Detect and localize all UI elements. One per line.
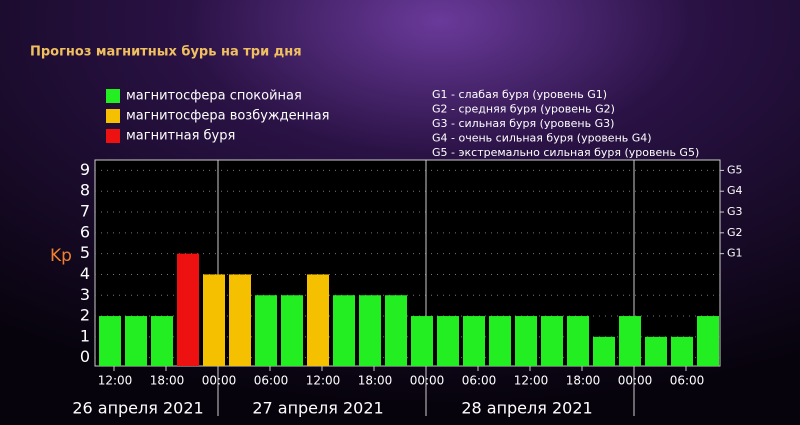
bar <box>515 316 537 366</box>
y-tick-label: 0 <box>80 347 90 366</box>
x-tick-label: 06:00 <box>254 374 289 388</box>
bar <box>593 336 615 366</box>
y2-tick-label: G1 <box>727 247 743 260</box>
bar <box>177 253 199 366</box>
storm-level-label: G1 - слабая буря (уровень G1) <box>432 88 607 101</box>
bar <box>567 316 589 366</box>
bar <box>385 295 407 366</box>
bar <box>671 336 693 366</box>
y2-tick-label: G5 <box>727 163 743 176</box>
bar <box>255 295 277 366</box>
x-tick-label: 06:00 <box>670 374 705 388</box>
bar <box>281 295 303 366</box>
y-tick-label: 5 <box>80 243 90 262</box>
bar <box>437 316 459 366</box>
chart-title: Прогноз магнитных бурь на три дня <box>30 45 302 60</box>
legend-label: магнитосфера спокойная <box>126 89 302 104</box>
bar <box>229 274 251 366</box>
day-label: 28 апреля 2021 <box>461 399 592 418</box>
legend-label: магнитная буря <box>126 129 235 144</box>
bar <box>99 316 121 366</box>
bar <box>411 316 433 366</box>
legend-swatch <box>106 129 120 143</box>
bar <box>463 316 485 366</box>
storm-level-label: G5 - экстремально сильная буря (уровень … <box>432 146 699 159</box>
y2-tick-label: G4 <box>727 184 743 197</box>
y-axis-label: Kp <box>50 246 72 266</box>
x-tick-label: 12:00 <box>514 374 549 388</box>
y-tick-label: 2 <box>80 306 90 325</box>
bar <box>619 316 641 366</box>
x-tick-label: 12:00 <box>306 374 341 388</box>
x-tick-label: 00:00 <box>618 374 653 388</box>
storm-level-label: G3 - сильная буря (уровень G3) <box>432 117 614 130</box>
storm-level-label: G2 - средняя буря (уровень G2) <box>432 103 615 116</box>
y-tick-label: 7 <box>80 202 90 221</box>
plot-area <box>94 159 721 367</box>
y-tick-label: 3 <box>80 285 90 304</box>
day-label: 26 апреля 2021 <box>72 399 203 418</box>
x-tick-label: 18:00 <box>150 374 185 388</box>
bar <box>645 336 667 366</box>
x-tick-label: 00:00 <box>202 374 237 388</box>
y-tick-label: 6 <box>80 222 90 241</box>
bar <box>489 316 511 366</box>
bar <box>541 316 563 366</box>
y-tick-label: 4 <box>80 264 90 283</box>
x-tick-label: 00:00 <box>410 374 445 388</box>
day-label: 27 апреля 2021 <box>252 399 383 418</box>
x-tick-label: 06:00 <box>462 374 497 388</box>
x-tick-label: 18:00 <box>566 374 601 388</box>
bar <box>203 274 225 366</box>
bar <box>359 295 381 366</box>
y-tick-label: 8 <box>80 181 90 200</box>
legend-swatch <box>106 89 120 103</box>
x-tick-label: 12:00 <box>98 374 133 388</box>
y-tick-label: 1 <box>80 326 90 345</box>
y-tick-label: 9 <box>80 160 90 179</box>
legend-swatch <box>106 109 120 123</box>
bar <box>697 316 719 366</box>
bar <box>307 274 329 366</box>
bar <box>151 316 173 366</box>
legend-label: магнитосфера возбужденная <box>126 109 329 124</box>
storm-level-label: G4 - очень сильная буря (уровень G4) <box>432 132 652 145</box>
bar <box>125 316 147 366</box>
y2-tick-label: G3 <box>727 205 743 218</box>
y2-tick-label: G2 <box>727 226 743 239</box>
x-tick-label: 18:00 <box>358 374 393 388</box>
bar <box>333 295 355 366</box>
